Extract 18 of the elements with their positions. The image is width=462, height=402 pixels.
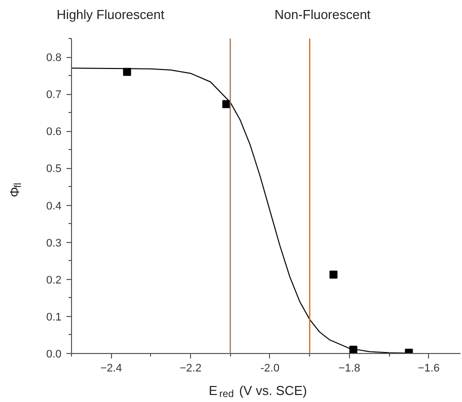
y-tick-label: 0.4 — [46, 200, 62, 212]
y-tick-label: 0.1 — [46, 311, 62, 324]
x-tick-label: −1.6 — [418, 362, 440, 374]
x-tick-label: −1.8 — [338, 362, 360, 374]
text: Non-Fluorescent — [274, 7, 371, 22]
y-tick-label: 0.2 — [46, 274, 62, 286]
x-tick-label: −2.4 — [100, 362, 122, 374]
y-tick-label: 0.5 — [46, 163, 62, 176]
y-tick-label: 0.6 — [46, 126, 62, 138]
y-tick-label: 0.0 — [46, 348, 62, 360]
y-axis-title: Φfl — [7, 182, 24, 198]
x-tick-label: −2.2 — [180, 362, 202, 374]
y-tick-label: 0.3 — [46, 237, 62, 250]
text: Highly Fluorescent — [56, 7, 165, 22]
point — [329, 270, 338, 279]
y-tick-label: 0.8 — [46, 52, 62, 64]
y-tick-label: 0.7 — [46, 89, 62, 102]
x-tick-label: -2.0 — [260, 362, 280, 374]
